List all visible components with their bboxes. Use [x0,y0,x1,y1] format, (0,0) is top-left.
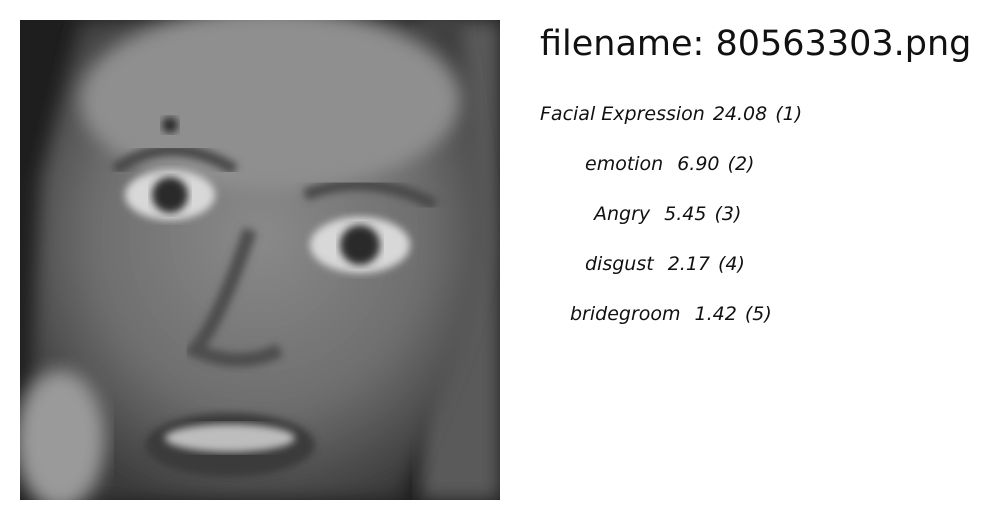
prediction-rank: (4) [718,253,745,275]
prediction-score: 6.90 [677,153,720,175]
prediction-score: 5.45 [664,203,707,225]
prediction-label: disgust [585,253,654,275]
prediction-rank: (5) [744,303,772,325]
prediction-item: Facial Expression 24.08 (1) [540,103,802,125]
prediction-label: emotion [585,153,664,175]
filename-title: filename: 80563303.png [540,24,972,64]
face-photo [20,20,500,500]
prediction-item: emotion 6.90 (2) [585,153,754,175]
prediction-label: Angry [594,203,651,225]
prediction-score: 1.42 [694,303,737,325]
prediction-score: 24.08 [712,103,768,125]
prediction-label: bridegroom [570,303,681,325]
prediction-rank: (1) [775,103,803,125]
face-photo-drawing [20,20,500,500]
prediction-item: bridegroom 1.42 (5) [570,303,772,325]
prediction-label: Facial Expression [540,103,705,125]
prediction-item: disgust 2.17 (4) [585,253,745,275]
prediction-rank: (2) [727,153,755,175]
prediction-item: Angry 5.45 (3) [594,203,741,225]
prediction-score: 2.17 [667,253,711,275]
prediction-rank: (3) [714,203,742,225]
